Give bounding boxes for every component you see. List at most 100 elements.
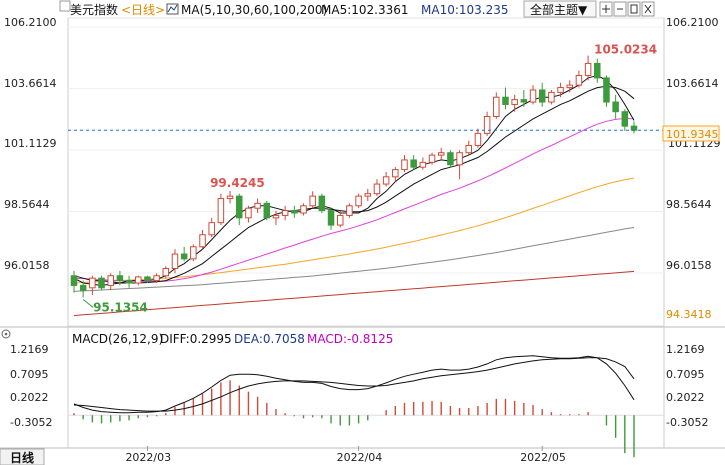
candle-body (557, 87, 564, 93)
zoom-out-icon[interactable] (613, 1, 627, 17)
candle (125, 275, 133, 288)
right-price-tick-bottom: 94.3418 (666, 308, 712, 321)
right-macd-tick: -0.3052 (666, 416, 708, 429)
macd-settings-icon[interactable] (1, 329, 11, 339)
zoom-in-icon[interactable] (599, 1, 613, 17)
candle-body (180, 253, 188, 260)
candle-body (428, 154, 436, 163)
candle-body (300, 205, 307, 214)
candle-body (548, 91, 555, 103)
candle-body (318, 195, 326, 212)
period-label[interactable]: <日线> (121, 3, 165, 17)
right-price-tick: 103.6614 (666, 77, 719, 90)
right-macd-tick: 1.2169 (666, 343, 705, 356)
left-macd-tick: 0.7095 (10, 368, 49, 381)
candle-body (529, 89, 537, 103)
left-price-tick: 96.0158 (4, 259, 50, 272)
candle-body (245, 207, 252, 219)
candle-body (346, 205, 353, 216)
candle-body (538, 89, 546, 103)
candle-body (254, 202, 261, 209)
candlestick-series (70, 55, 638, 298)
period-switch-button[interactable]: 日线 (0, 448, 45, 465)
candle-body (162, 268, 170, 277)
candle-body (208, 222, 215, 236)
ma-settings-icon[interactable] (166, 3, 179, 15)
candle (584, 55, 592, 81)
candle-body (153, 275, 160, 282)
candle-body (355, 195, 362, 207)
candle-body (89, 277, 96, 289)
low-annotation: 95.1354 (93, 300, 148, 314)
x-axis: 2022/03 2022/04 2022/05 (125, 446, 566, 464)
candle (465, 140, 473, 156)
candle-body (502, 96, 509, 105)
candle (557, 82, 564, 98)
candle (89, 275, 96, 296)
candle (529, 85, 537, 105)
candle-body (281, 210, 289, 216)
candle-body (327, 210, 335, 226)
candle (575, 70, 583, 88)
candle (144, 275, 151, 283)
candle (401, 155, 408, 172)
candle-body (603, 77, 610, 103)
candle-body (401, 159, 408, 171)
candle-body (410, 159, 417, 168)
candle-body (465, 144, 473, 154)
ma5-line (73, 74, 635, 286)
candle (447, 150, 454, 168)
candle-body (226, 195, 234, 200)
candle-body (447, 152, 454, 166)
last-price-value: 101.9345 (666, 128, 719, 141)
candle-body (116, 275, 124, 282)
candle-body (272, 214, 280, 219)
candle (428, 152, 436, 165)
candle-body (474, 132, 482, 146)
high-annotation: 105.0234 (594, 43, 657, 57)
candle (272, 210, 280, 226)
right-macd-tick: 0.7095 (666, 368, 705, 381)
candle-body (575, 74, 583, 86)
candle-body (144, 276, 151, 282)
candle-body (493, 96, 500, 118)
collapse-icon[interactable] (59, 0, 71, 12)
candle (474, 128, 482, 148)
candle (235, 193, 243, 226)
candle (392, 167, 399, 182)
low-annotation-pointer (82, 299, 94, 308)
candle (300, 203, 307, 216)
candle-body (190, 246, 197, 260)
candle (493, 92, 500, 119)
candle (594, 58, 601, 83)
left-macd-tick: 1.2169 (10, 343, 49, 356)
candle (107, 273, 114, 291)
candle (281, 205, 289, 221)
theme-dropdown[interactable]: 全部主题▼ (523, 0, 597, 18)
candle (309, 191, 316, 209)
last-price-box (662, 125, 720, 142)
close-icon[interactable] (641, 1, 655, 17)
right-price-tick: 106.2100 (666, 16, 719, 29)
candle (437, 147, 445, 160)
candle (190, 244, 197, 262)
candle (603, 75, 610, 107)
candle-body (382, 176, 390, 185)
candle (336, 210, 344, 228)
candle-body (336, 214, 344, 226)
candle-body (199, 234, 206, 248)
period-switch-label: 日线 (10, 450, 34, 465)
fullscreen-icon[interactable] (627, 1, 641, 17)
candle (245, 205, 252, 223)
ma200-line (73, 270, 635, 317)
ma100-line (73, 227, 635, 292)
diff-line (73, 355, 635, 414)
candle-body (520, 99, 528, 103)
macd-params: MACD(26,12,9) (72, 332, 163, 346)
candle (621, 109, 629, 131)
ma30-line (73, 117, 635, 282)
candle-body (392, 169, 399, 178)
candle (291, 205, 298, 218)
